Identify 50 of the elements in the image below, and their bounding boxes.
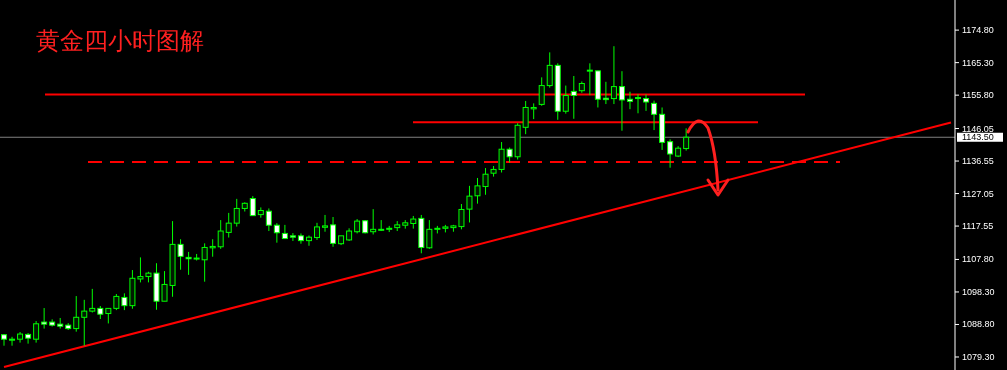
candlestick [305, 234, 312, 247]
candlestick [562, 85, 569, 115]
candlestick [602, 81, 609, 105]
candlestick [370, 208, 377, 235]
candlestick [41, 307, 48, 330]
candlestick [586, 62, 593, 96]
candlestick [626, 91, 633, 110]
candlestick [73, 295, 80, 333]
candlestick [683, 127, 690, 152]
candlestick [233, 198, 240, 228]
candlestick [33, 320, 40, 344]
candlestick [618, 70, 625, 132]
y-tick-label: 1088.80 [962, 319, 995, 330]
candlestick [273, 222, 280, 244]
y-tick-label: 1127.05 [962, 188, 994, 199]
candlestick [249, 195, 256, 217]
y-tick-label: 1136.55 [962, 156, 994, 167]
y-tick-label: 1155.80 [962, 90, 994, 101]
candlestick [25, 332, 32, 345]
candlestick [426, 219, 433, 250]
y-tick-label: 1098.30 [962, 286, 995, 297]
candlestick [322, 214, 329, 233]
candlestick [522, 100, 529, 135]
candlestick [225, 212, 232, 239]
candlestick [281, 224, 288, 240]
candlestick [297, 232, 304, 245]
candlestick [289, 232, 296, 242]
candlestick [667, 138, 674, 169]
candlestick [570, 75, 577, 120]
text: 黄金四小时图解 [36, 27, 204, 54]
candlestick [9, 336, 16, 347]
candlestick [635, 93, 641, 114]
ref-line-label: 1143.50 [962, 132, 994, 143]
candlestick [265, 207, 272, 232]
candlestick [217, 219, 224, 250]
candlestick [1, 333, 8, 347]
candlestick [538, 76, 545, 107]
y-tick-label: 1107.80 [962, 254, 994, 265]
candlestick [643, 93, 650, 112]
y-tick-label: 1165.30 [962, 57, 994, 68]
candlestick [209, 238, 216, 258]
candlestick [546, 51, 553, 89]
y-tick-label: 1146.05 [962, 123, 994, 134]
candlestick [610, 45, 617, 105]
candlestick [651, 100, 658, 131]
candlestick [81, 299, 88, 347]
candlestick [330, 216, 337, 248]
y-tick-label: 1174.80 [962, 25, 994, 36]
y-tick-label: 1117.55 [962, 221, 994, 232]
y-tick-label: 1079.30 [962, 351, 995, 362]
